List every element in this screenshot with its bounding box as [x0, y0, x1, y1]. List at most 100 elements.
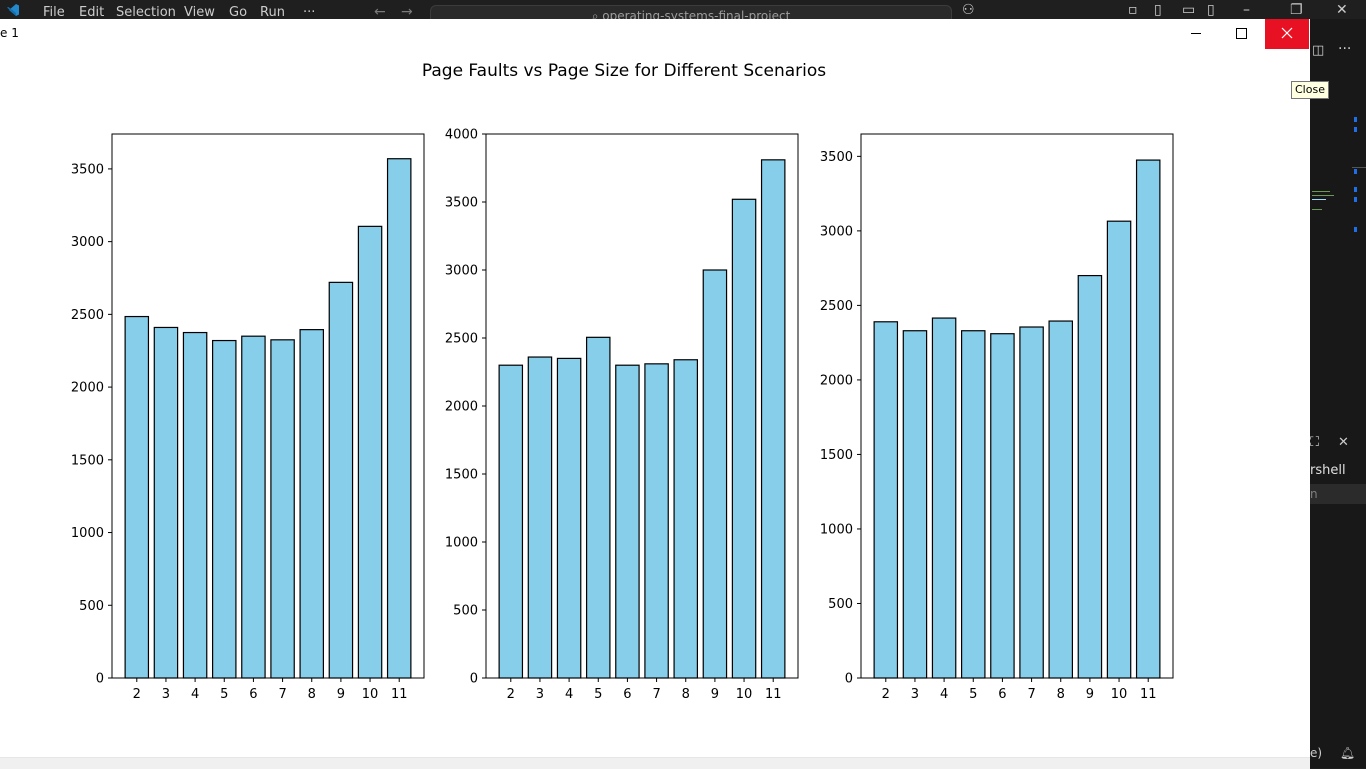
y-tick-label: 3000 — [71, 235, 104, 250]
menu-file[interactable]: File — [43, 5, 65, 20]
bar-5 — [585, 336, 611, 679]
menu-selection[interactable]: Selection — [116, 5, 176, 20]
bar-11 — [386, 158, 412, 679]
window-title: e 1 — [0, 26, 19, 40]
menu-go[interactable]: Go — [229, 5, 248, 20]
sidebar-toggle-icon[interactable]: ▯ — [1154, 2, 1162, 18]
bar-4 — [182, 331, 208, 679]
y-tick-label: 0 — [96, 672, 104, 687]
minimap-marker — [1354, 227, 1357, 232]
vscode-logo-icon — [7, 4, 19, 16]
x-tick-label: 10 — [736, 687, 753, 702]
maximize-button[interactable] — [1219, 19, 1263, 49]
bar-9 — [702, 269, 728, 679]
menu-run[interactable]: Run — [260, 5, 285, 20]
close-panel-icon[interactable]: ✕ — [1338, 435, 1349, 450]
y-tick-label: 1000 — [71, 526, 104, 541]
bar-7 — [644, 363, 669, 679]
subplot-1: 2 3 4 5 6 7 8 9 10 11 0 500 1000 1500 2000 2500 3000 3500 — [71, 133, 425, 702]
y-tick-label: 500 — [828, 597, 853, 612]
bar-4 — [556, 357, 582, 679]
maximize-panel-icon[interactable]: ⛶ — [1310, 435, 1320, 450]
x-tick-label: 9 — [337, 687, 345, 702]
figure-titlebar: e 1 — [0, 19, 1310, 49]
minimap-marker — [1354, 127, 1357, 132]
minimap-line — [1312, 191, 1330, 192]
x-tick-label: 7 — [652, 687, 660, 702]
menu-view[interactable]: View — [184, 5, 215, 20]
minimap-line — [1312, 209, 1322, 210]
y-tick-label: 3500 — [820, 150, 853, 165]
y-tick-label: 2000 — [445, 400, 478, 415]
x-tick-label: 8 — [1057, 687, 1065, 702]
bar-8 — [1048, 320, 1074, 679]
y-tick-label: 3500 — [71, 162, 104, 177]
vscode-minimize-icon[interactable]: – — [1243, 2, 1250, 18]
layout-icon[interactable]: ▫ — [1128, 2, 1138, 18]
x-tick-label: 6 — [249, 687, 257, 702]
status-bar-item[interactable]: e) 🔔︎ — [1310, 746, 1355, 760]
vscode-close-icon[interactable]: ✕ — [1336, 2, 1348, 18]
subplot-3: 2 3 4 5 6 7 8 9 10 11 0 500 1000 1500 2000 2500 3000 3500 — [820, 133, 1174, 702]
axes-frame — [860, 133, 1174, 679]
close-tooltip: Close — [1291, 81, 1329, 99]
axes-frame — [485, 133, 799, 679]
x-tick-label: 11 — [765, 687, 782, 702]
y-tick-label: 1000 — [445, 536, 478, 551]
menu-more[interactable]: ··· — [303, 5, 316, 20]
close-icon — [1281, 27, 1293, 39]
x-tick-label: 2 — [133, 687, 141, 702]
bar-10 — [1106, 220, 1132, 679]
x-tick-label: 2 — [507, 687, 515, 702]
more-actions-icon[interactable]: ··· — [1338, 41, 1352, 57]
x-tick-label: 4 — [940, 687, 948, 702]
terminal-tab-powershell[interactable]: rshell — [1310, 463, 1346, 478]
x-tick-label: 9 — [711, 687, 719, 702]
bar-2 — [124, 315, 150, 679]
minimap-line — [1312, 199, 1326, 200]
y-tick-label: 2500 — [820, 299, 853, 314]
secondary-sidebar-icon[interactable]: ▯ — [1207, 2, 1215, 18]
maximize-icon — [1236, 28, 1247, 39]
bar-10 — [731, 198, 757, 679]
x-tick-label: 10 — [1111, 687, 1128, 702]
bar-7 — [1019, 326, 1044, 679]
x-tick-label: 4 — [191, 687, 199, 702]
minimize-button[interactable] — [1174, 19, 1218, 49]
axes-frame — [111, 133, 425, 679]
y-tick-label: 4000 — [445, 128, 478, 143]
notifications-bell-icon[interactable]: 🔔︎ — [1339, 746, 1356, 760]
bar-8 — [299, 329, 325, 679]
bar-5 — [211, 339, 237, 679]
bar-8 — [673, 359, 699, 679]
x-tick-label: 8 — [308, 687, 316, 702]
back-arrow-icon[interactable]: ← — [374, 4, 386, 20]
y-tick-label: 1500 — [445, 468, 478, 483]
y-tick-label: 0 — [845, 672, 853, 687]
split-editor-icon[interactable]: ◫ — [1312, 43, 1325, 58]
terminal-tab-selected[interactable]: n — [1310, 484, 1366, 504]
menu-edit[interactable]: Edit — [79, 5, 105, 20]
y-tick-label: 2000 — [820, 373, 853, 388]
close-button[interactable] — [1265, 19, 1309, 49]
minimap-marker — [1354, 197, 1357, 202]
forward-arrow-icon[interactable]: → — [401, 4, 413, 20]
vscode-restore-icon[interactable]: ❐ — [1290, 2, 1303, 18]
figure-canvas: Page Faults vs Page Size for Different S… — [71, 61, 1174, 702]
bar-10 — [357, 225, 383, 679]
vscode-editor-edge: ◫ ··· — [1310, 19, 1366, 768]
status-text: e) — [1310, 746, 1323, 760]
minimap-line — [1352, 167, 1366, 168]
x-tick-label: 7 — [1027, 687, 1035, 702]
minimap-marker — [1354, 117, 1357, 122]
bar-4 — [931, 317, 957, 679]
bar-5 — [960, 330, 986, 679]
minimap-marker — [1354, 187, 1357, 192]
x-tick-label: 11 — [1140, 687, 1157, 702]
matplotlib-figure-window: e 1 Close Page Faults vs Page Size for D… — [0, 19, 1329, 769]
copilot-icon[interactable]: ⚇ — [962, 2, 975, 18]
x-tick-label: 5 — [220, 687, 228, 702]
x-tick-label: 2 — [882, 687, 890, 702]
figure-toolbar-strip — [0, 757, 1310, 769]
panel-toggle-icon[interactable]: ▭ — [1182, 2, 1196, 18]
